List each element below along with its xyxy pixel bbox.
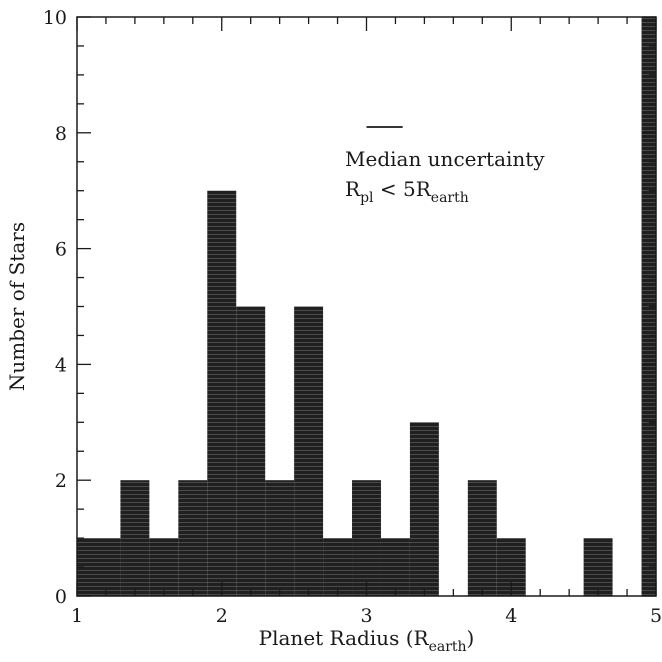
x-axis-label: Planet Radius (Rearth)	[259, 626, 475, 655]
histogram-bar-10	[380, 538, 410, 596]
histogram-bar-3	[178, 480, 208, 596]
histogram-bar-4	[207, 190, 237, 596]
x-axis-label-subscript: earth	[429, 639, 467, 655]
axis-ticks	[76, 16, 657, 597]
histogram-bars	[77, 17, 656, 596]
x-tick-label: 5	[650, 605, 662, 627]
axis-tick-labels: 1 2 3 4 5 0 2 4 6 8 10	[43, 7, 662, 627]
y-tick-label: 6	[55, 239, 67, 261]
y-tick-label: 4	[55, 354, 67, 376]
histogram-bar-0	[77, 538, 121, 596]
x-axis-label-close: )	[467, 626, 475, 650]
y-tick-label: 2	[55, 470, 67, 492]
histogram-bar-5	[236, 306, 266, 596]
y-tick-label: 10	[43, 7, 67, 29]
annotation-pl-subscript: pl	[360, 190, 374, 206]
x-tick-label: 1	[71, 605, 83, 627]
histogram-bar-14	[583, 538, 613, 596]
histogram-bar-6	[265, 480, 295, 596]
annotation-r-symbol: R	[345, 177, 361, 201]
x-axis-label-main: Planet Radius (R	[259, 626, 430, 650]
histogram-bar-12	[467, 480, 497, 596]
histogram-bar-1	[120, 480, 150, 596]
histogram-bar-8	[323, 538, 353, 596]
annotation-median-uncertainty: Median uncertainty	[345, 147, 545, 171]
histogram-bar-9	[352, 480, 381, 596]
y-tick-label: 0	[55, 586, 67, 608]
histogram-bar-7	[294, 306, 324, 596]
histogram-bar-11	[409, 422, 439, 596]
annotation-radius-cut: Rpl < 5Rearth	[345, 177, 469, 206]
annotation-lt-5r: < 5R	[374, 177, 432, 201]
annotation-earth-subscript: earth	[431, 190, 469, 206]
x-tick-label: 4	[505, 605, 517, 627]
x-tick-label: 3	[360, 605, 372, 627]
x-tick-label: 2	[216, 605, 228, 627]
histogram-bar-2	[149, 538, 179, 596]
y-tick-label: 8	[55, 123, 67, 145]
y-axis-label: Number of Stars	[5, 222, 29, 391]
